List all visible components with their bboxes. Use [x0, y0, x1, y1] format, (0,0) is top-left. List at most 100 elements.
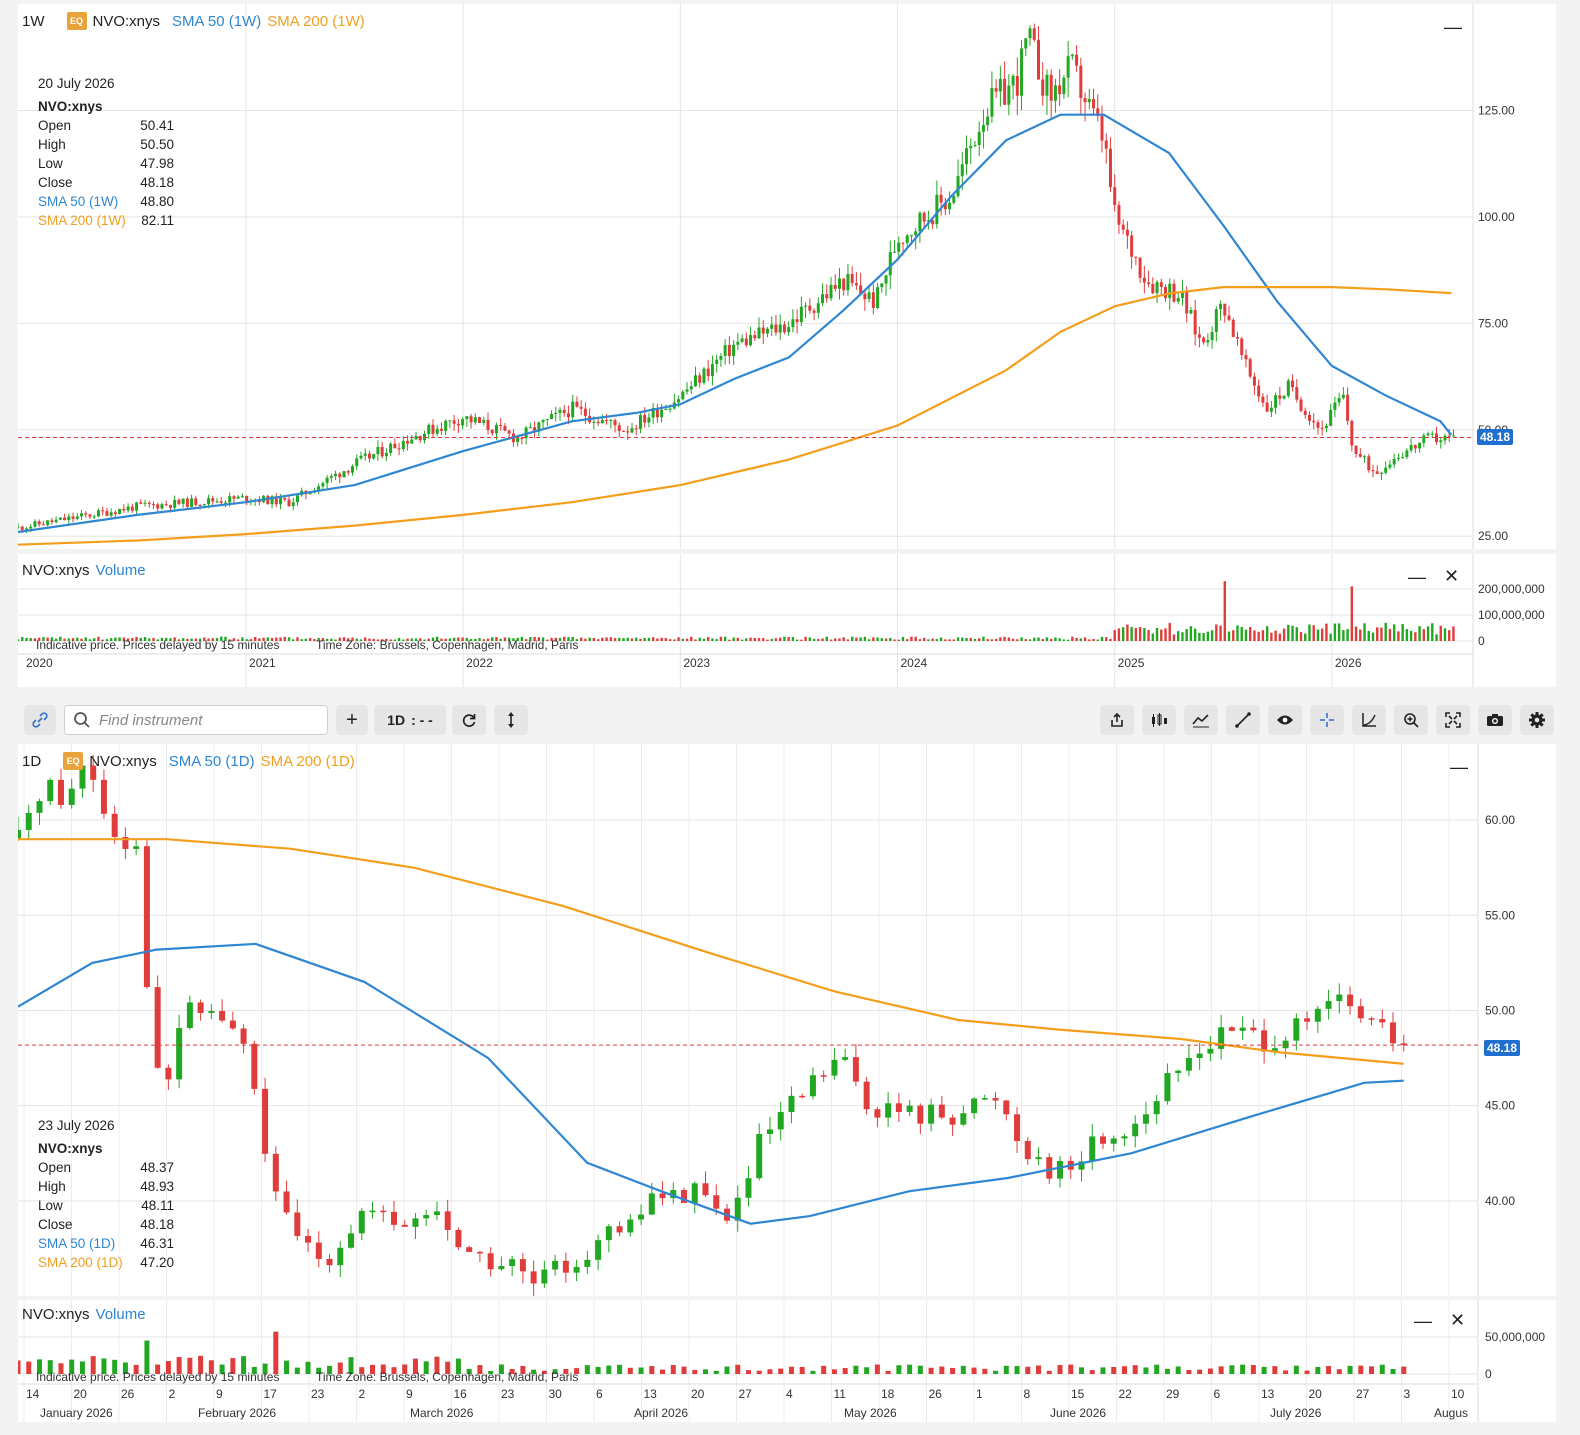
volume-bar — [778, 1368, 784, 1374]
zoom-icon[interactable] — [1394, 705, 1428, 735]
sma50-legend[interactable]: SMA 50 (1D) — [168, 752, 255, 770]
daily-volume-legend: NVO:xnys Volume — [22, 1306, 146, 1323]
volume-symbol: NVO:xnys — [22, 1306, 90, 1323]
sma50-legend[interactable]: SMA 50 (1W) — [172, 12, 262, 30]
volume-bar — [788, 1366, 794, 1374]
volume-bar — [1105, 637, 1108, 641]
candle-body — [1083, 98, 1087, 103]
add-button[interactable]: + — [336, 705, 368, 735]
minimize-icon[interactable]: — — [1408, 567, 1426, 587]
volume-bar — [1443, 628, 1447, 641]
interval-selector[interactable]: 1D: - - — [374, 705, 446, 735]
volume-bar — [1291, 625, 1294, 641]
candle-body — [272, 1153, 279, 1192]
symbol-label[interactable]: NVO:xnys — [89, 752, 157, 770]
updown-icon[interactable] — [494, 705, 528, 735]
volume-bar — [1261, 630, 1265, 641]
minimize-icon[interactable]: — — [1414, 1311, 1432, 1331]
crosshair-icon[interactable] — [1310, 705, 1344, 735]
volume-bar — [465, 637, 469, 641]
volume-bar — [499, 638, 502, 641]
candle-body — [1003, 1100, 1010, 1115]
candle-body — [874, 1109, 881, 1118]
candles-icon[interactable] — [1142, 705, 1176, 735]
link-icon[interactable] — [24, 705, 56, 735]
volume-bar — [1223, 581, 1226, 641]
camera-icon[interactable] — [1478, 705, 1512, 735]
indicator-icon[interactable] — [1184, 705, 1218, 735]
sma200-legend[interactable]: SMA 200 (1D) — [260, 752, 355, 770]
volume-bar — [69, 1359, 75, 1374]
volume-bar — [173, 637, 176, 641]
eye-icon[interactable] — [1268, 705, 1302, 735]
candle-body — [1405, 450, 1409, 457]
gear-icon[interactable] — [1520, 705, 1554, 735]
candle-body — [971, 1098, 978, 1114]
candle-body — [397, 448, 401, 450]
candle-body — [552, 1260, 559, 1270]
candle-body — [1036, 39, 1040, 80]
candle-body — [1113, 187, 1117, 206]
volume-bar — [1160, 629, 1163, 641]
y-tick-label: 25.00 — [1478, 529, 1508, 543]
volume-bar — [609, 637, 613, 641]
daily-volume-panel[interactable]: 50,000,000 0 14 20 26 2 9 17 23 2 9 16 23 30 6 13 20 27 4 1… — [18, 1300, 1556, 1422]
x-day-label: 1 — [976, 1387, 983, 1401]
close-icon[interactable]: ✕ — [1444, 566, 1460, 586]
daily-chart-panel[interactable]: 60.00 55.00 50.00 45.00 40.00 1D EQ NVO:xnys… — [18, 744, 1556, 1296]
volume-bar — [914, 636, 917, 641]
share-icon[interactable] — [1100, 705, 1134, 735]
volume-bar — [423, 639, 426, 641]
symbol-label[interactable]: NVO:xnys — [92, 12, 161, 30]
candle-body — [1304, 1018, 1311, 1022]
volume-bar — [939, 637, 943, 641]
sma200-legend[interactable]: SMA 200 (1W) — [267, 12, 365, 30]
candle-body — [185, 498, 189, 507]
volume-bar — [1363, 623, 1366, 641]
x-day-label: 20 — [74, 1387, 88, 1401]
interval-label[interactable]: 1D — [22, 752, 42, 770]
candle-body — [456, 423, 460, 426]
volume-bar — [84, 637, 87, 641]
daily-price-chart[interactable]: 60.00 55.00 50.00 45.00 40.00 — [18, 744, 1556, 1296]
volume-bar — [767, 1369, 773, 1374]
refresh-icon[interactable] — [452, 705, 486, 735]
high-label: High — [38, 137, 66, 152]
volume-bar — [922, 637, 926, 641]
weekly-volume-panel[interactable]: 200,000,000 100,000,000 0 2020 2021 2022 2023 2… — [18, 554, 1556, 687]
volume-bar — [37, 637, 41, 641]
volume-bar — [144, 1340, 150, 1374]
volume-bar — [1014, 1366, 1020, 1374]
interval-label[interactable]: 1W — [22, 12, 45, 30]
curve-icon[interactable] — [1352, 705, 1386, 735]
volume-bar — [753, 637, 756, 641]
volume-bar — [330, 638, 333, 641]
volume-bar — [406, 638, 409, 641]
candle-body — [960, 164, 964, 177]
candle-body — [816, 303, 820, 313]
volume-bar — [1431, 623, 1434, 641]
candle-body — [401, 1224, 408, 1227]
volume-bar — [1244, 629, 1248, 641]
candle-body — [528, 427, 532, 429]
search-input[interactable]: Find instrument — [99, 711, 203, 729]
close-icon[interactable]: ✕ — [1450, 1310, 1466, 1330]
minimize-icon[interactable]: — — [1444, 17, 1462, 37]
weekly-volume-chart[interactable]: 200,000,000 100,000,000 0 2020 2021 2022 2023 2… — [18, 554, 1556, 687]
sma50-value: 48.80 — [140, 194, 174, 209]
volume-bar — [355, 638, 358, 641]
volume-bar — [783, 636, 786, 641]
volume-bar — [385, 638, 388, 641]
instrument-search[interactable]: Find instrument — [64, 705, 328, 735]
y-tick-label: 75.00 — [1478, 316, 1508, 330]
candle-body — [291, 502, 295, 507]
draw-line-icon[interactable] — [1226, 705, 1260, 735]
volume-bar — [194, 638, 198, 641]
minimize-icon[interactable]: — — [1450, 757, 1468, 777]
volume-bar — [230, 1358, 236, 1374]
fullscreen-icon[interactable] — [1436, 705, 1470, 735]
candle-body — [1214, 309, 1218, 333]
